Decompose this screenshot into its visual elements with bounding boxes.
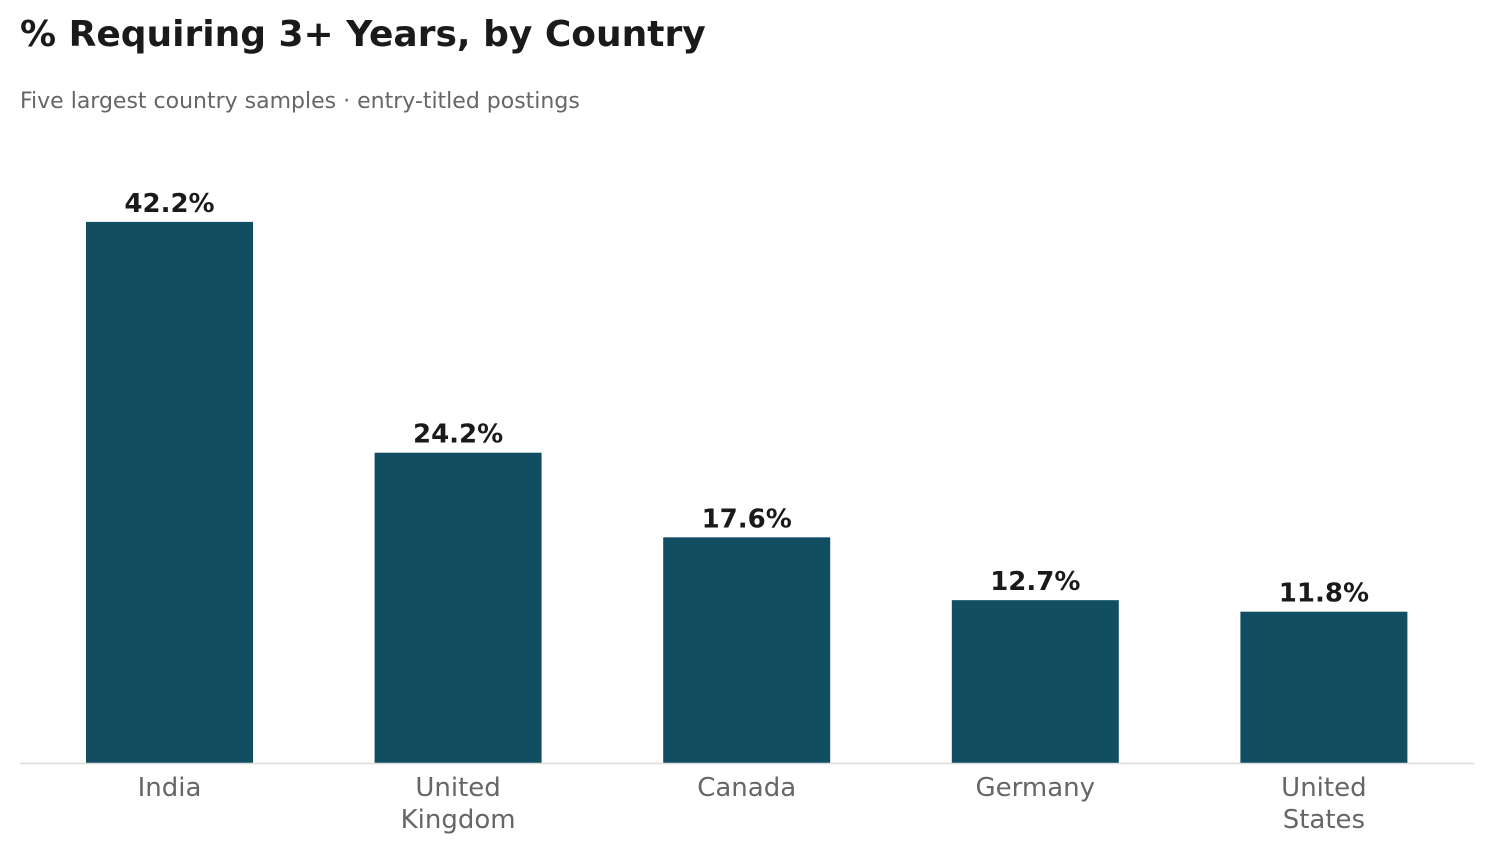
value-label-canada: 17.6% xyxy=(702,504,792,534)
x-tick-labels-group: India United Kingdom Canada Germany United Sta… xyxy=(138,773,1367,835)
chart-title: % Requiring 3+ Years, by Country xyxy=(20,14,706,55)
bar-canada xyxy=(663,537,831,763)
tick-label-germany: Germany xyxy=(976,773,1096,803)
bars-group xyxy=(86,221,1408,763)
value-label-india: 42.2% xyxy=(124,189,214,219)
value-label-germany: 12.7% xyxy=(990,567,1080,597)
chart-subtitle: Five largest country samples · entry-tit… xyxy=(20,89,580,114)
value-labels-group: 42.2% 24.2% 17.6% 12.7% 11.8% xyxy=(124,189,1369,609)
bar-united-states xyxy=(1240,611,1408,763)
bar-india xyxy=(86,221,253,763)
tick-label-canada: Canada xyxy=(697,773,796,803)
bar-united-kingdom xyxy=(374,452,542,763)
value-label-united-states: 11.8% xyxy=(1279,579,1369,609)
value-label-united-kingdom: 24.2% xyxy=(413,420,503,450)
tick-label-united-states: United States xyxy=(1281,773,1366,835)
tick-label-india: India xyxy=(138,773,202,803)
bar-germany xyxy=(951,600,1119,763)
tick-label-united-kingdom: United Kingdom xyxy=(401,773,516,835)
